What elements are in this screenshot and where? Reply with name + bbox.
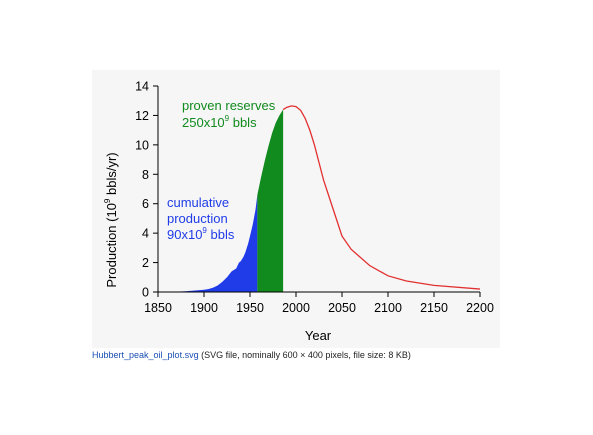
y-tick-label: 4 [142, 227, 149, 241]
line-series-2 [282, 105, 481, 290]
x-tick-label: 1850 [144, 301, 172, 315]
x-tick-label: 1950 [236, 301, 264, 315]
x-tick-label: 1900 [190, 301, 218, 315]
x-axis-title: Year [305, 328, 332, 343]
area-series-0 [167, 194, 258, 292]
oil-production-chart: 1850 1900 1950 2000 2050 2100 2150 2200 0 2 4 6 8 10 1… [103, 80, 494, 344]
reserves-annotation: proven reserves 250x109 bbls [182, 98, 279, 130]
chart-ticks: 1850 1900 1950 2000 2050 2100 2150 2200 0 2 4 6 8 10 1… [135, 80, 494, 316]
cumulative-annotation: cumulative production 90x109 bbls [167, 195, 235, 242]
x-tick-label: 2050 [328, 301, 356, 315]
file-link[interactable]: Hubbert_peak_oil_plot.svg [92, 350, 199, 360]
y-tick-label: 12 [135, 109, 149, 123]
y-tick-label: 10 [135, 138, 149, 152]
x-tick-label: 2200 [466, 301, 494, 315]
chart-areas [167, 105, 481, 292]
y-tick-label: 6 [142, 197, 149, 211]
chart-frame: 1850 1900 1950 2000 2050 2100 2150 2200 0 2 4 6 8 10 1… [92, 70, 500, 348]
x-tick-label: 2100 [374, 301, 402, 315]
x-tick-label: 2150 [420, 301, 448, 315]
chart-axes [157, 86, 480, 293]
y-tick-label: 8 [142, 168, 149, 182]
y-tick-label: 2 [142, 256, 149, 270]
file-caption: Hubbert_peak_oil_plot.svg (SVG file, nom… [92, 350, 512, 360]
x-tick-label: 2000 [282, 301, 310, 315]
y-axis-title: Production (109 bbls/yr) [103, 152, 119, 287]
y-tick-label: 0 [142, 286, 149, 300]
file-info: (SVG file, nominally 600 × 400 pixels, f… [198, 350, 411, 360]
area-series-1 [257, 109, 284, 292]
y-tick-label: 14 [135, 80, 149, 94]
